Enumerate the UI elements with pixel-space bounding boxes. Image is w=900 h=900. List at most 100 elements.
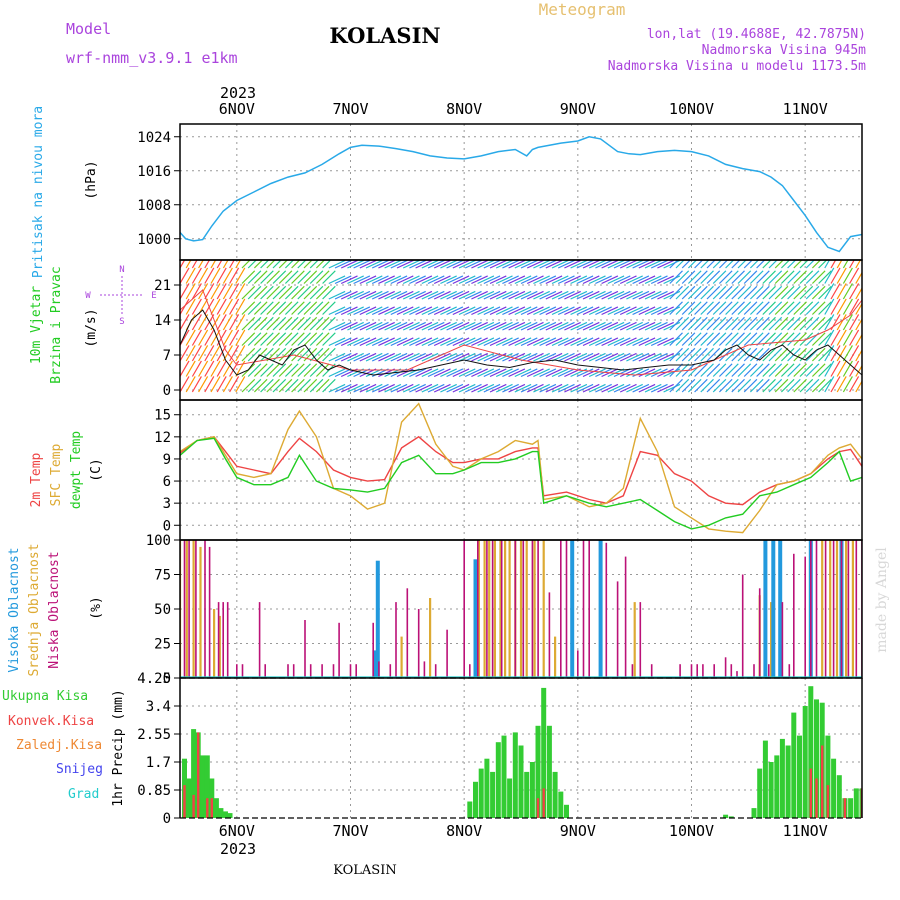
wind-barb [415,260,433,269]
y-tick-label: 3 [163,496,171,512]
wind-barb [216,267,227,284]
wind-barb [762,285,776,300]
low-cloud-bar [217,602,220,678]
wind-barb [818,347,832,362]
low-cloud-bar [241,664,244,678]
top-day-label: 8NOV [446,100,482,118]
low-cloud-bar [434,664,437,678]
wind-barb [774,270,789,284]
wind-barb [328,290,346,300]
wind-barb [433,275,451,285]
wind-barb [278,316,293,331]
wind-barb [557,260,575,269]
wind-barb [272,270,287,284]
wind-barb [489,352,507,362]
mid-cloud-bar [488,540,491,678]
y-tick-label: 0 [163,518,171,534]
wind-barb [185,267,196,284]
wind-barb [551,260,569,269]
wind-barb [706,363,721,377]
wind-barb [266,285,280,300]
wind-barb [824,376,835,393]
wind-barb [235,283,246,300]
wind-barb [334,321,352,331]
wind-barb [520,352,538,362]
low-cloud-bar [565,540,568,678]
wind-barb [322,260,332,269]
wind-barb [402,337,420,347]
wind-barb [309,378,324,393]
low-cloud-bar [309,664,312,678]
wind-barb [749,301,764,315]
wind-barb [551,290,569,300]
cloud-unit: (%) [89,596,104,619]
wind-barb [241,378,256,393]
wind-barb [291,270,305,284]
wind-barb [694,363,708,377]
wind-barb [371,321,389,331]
wind-barb [657,306,674,316]
wind-gust-line [180,289,862,376]
wind-barb [464,368,482,378]
wind-barb [229,267,240,284]
wind-barb [471,290,488,300]
wind-barb [520,321,538,331]
wind-barb [533,368,550,378]
wind-barb [353,321,371,331]
low-cloud-bar [417,609,420,678]
wind-barb [669,301,683,315]
wind-barb [595,275,612,285]
wind-barb [570,306,588,316]
wind-compass: N W E S [85,265,156,327]
wind-barb [836,267,847,284]
wind-barb [774,347,789,362]
wind-barb [253,285,268,300]
temperature-panel: 0 3 6 9 12 15 [154,400,862,540]
wind-barb [824,283,835,300]
wind-barb [657,383,674,393]
wind-barb [452,337,470,347]
wind-barb [787,285,801,300]
wind-barb [588,337,606,347]
wind-barb [446,306,464,316]
wind-barb [180,360,190,377]
wind-barb [477,368,495,378]
wind-barb [780,363,795,377]
low-cloud-bar [810,540,812,678]
high-cloud-bar [598,540,603,678]
wind-barb [601,306,619,316]
wind-barb [378,383,395,393]
wind-barb [582,368,600,378]
wind-barb [780,347,795,362]
wind-barb [334,383,352,393]
wind-barb [632,321,650,331]
wind-barb [601,383,619,393]
mid-cloud-bar [829,540,832,678]
bottom-day-labels: 6NOV 7NOV 8NOV 9NOV 10NOV 11NOV [219,822,828,840]
wind-barb [322,270,336,284]
wind-label: 10m Vjetar [29,286,44,364]
wind-barb [415,290,433,300]
wind-barb [582,352,600,362]
wind-barb [191,314,202,331]
wind-barb [253,316,268,331]
wind-barb [830,283,841,300]
wind-barb [458,275,476,285]
wind-barb [557,383,575,393]
wind-barb [675,347,690,362]
wind-barb [433,352,451,362]
wind-barb [458,321,476,331]
wind-barb [749,347,764,362]
wind-barb [712,363,727,377]
wind-barb [675,301,690,315]
wind-barb [774,316,789,331]
wind-barb [830,329,841,346]
wind-barb [347,321,364,331]
y-tick-label: 0 [163,811,171,827]
wind-barb [222,298,233,315]
wind-barb [266,378,280,393]
precip-total-bar [490,771,496,818]
precip-total-bar [227,813,233,818]
t2m-line [180,435,862,506]
wind-barb [533,321,550,331]
